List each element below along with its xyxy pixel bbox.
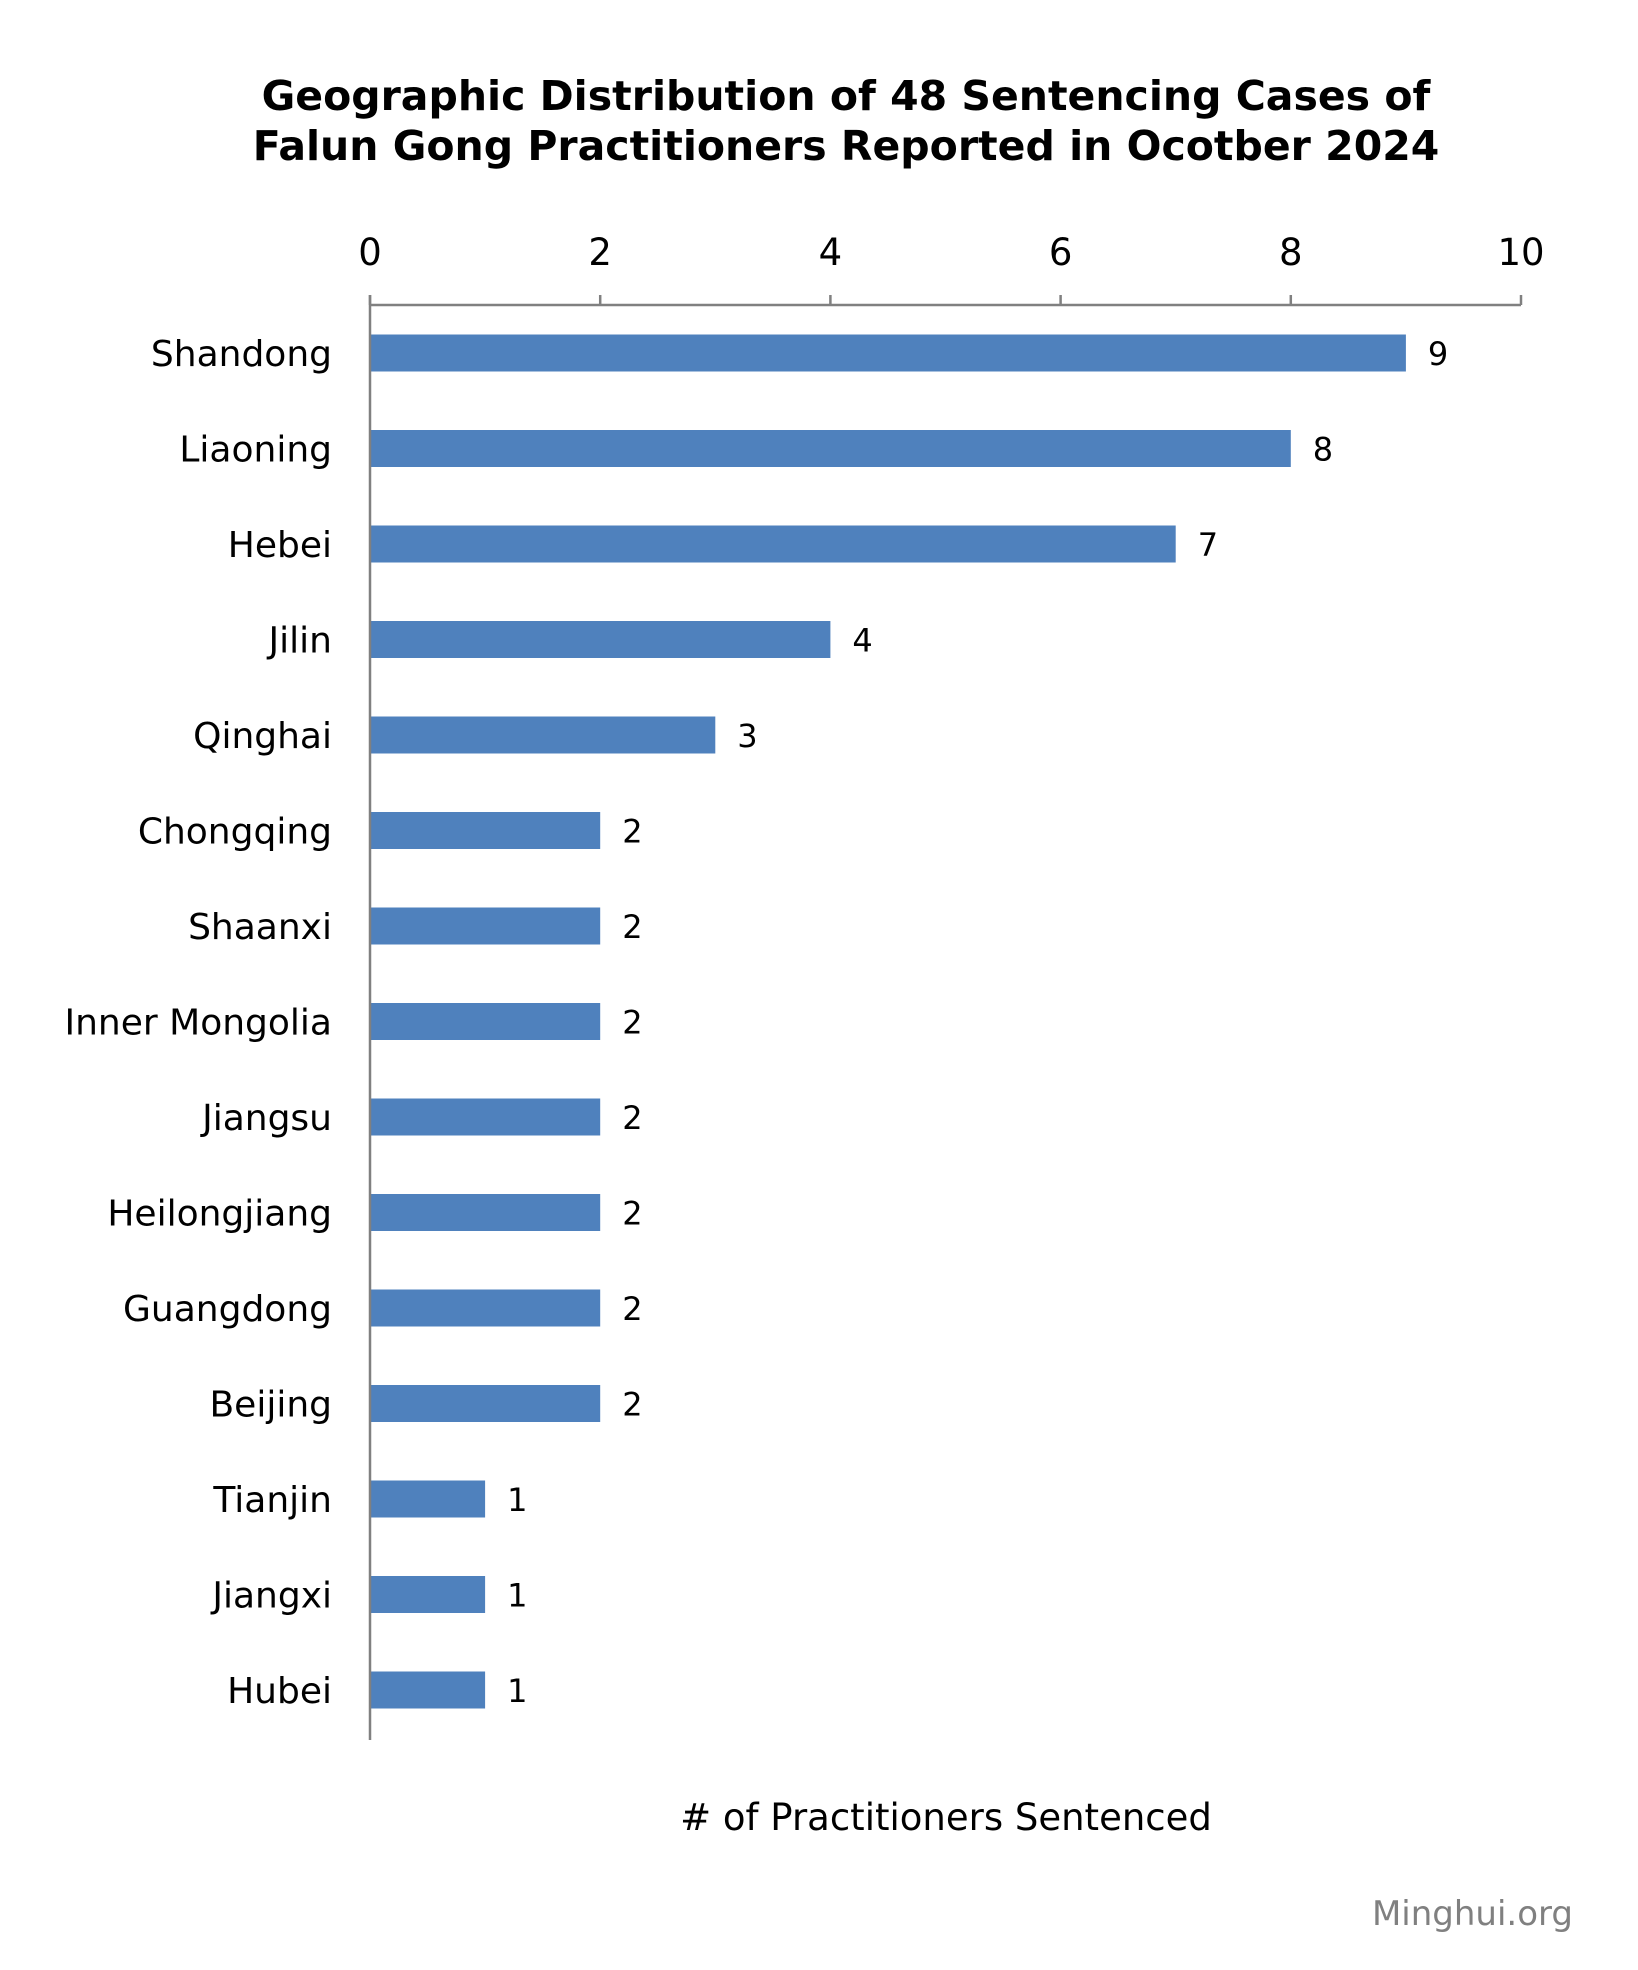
category-label: Hebei <box>228 525 332 566</box>
bar <box>371 812 601 849</box>
bar <box>371 1098 601 1136</box>
data-label: 1 <box>507 1577 527 1615</box>
data-label: 4 <box>852 622 872 660</box>
bar <box>371 1576 486 1613</box>
data-label: 2 <box>622 813 642 851</box>
category-label: Liaoning <box>179 430 332 471</box>
data-label: 9 <box>1428 335 1448 373</box>
bar <box>371 1194 601 1231</box>
x-axis: 0 2 4 6 8 10 <box>358 231 1545 1740</box>
bar <box>371 1385 601 1422</box>
category-label: Chongqing <box>138 812 332 853</box>
x-tick-label: 2 <box>588 231 612 274</box>
bar <box>371 334 1406 372</box>
data-label: 2 <box>622 908 642 946</box>
data-label: 2 <box>622 1195 642 1233</box>
chart-title-line-2: Falun Gong Practitioners Reported in Oco… <box>253 122 1440 170</box>
data-label: 1 <box>507 1672 527 1710</box>
source-watermark: Minghui.org <box>1372 1894 1573 1934</box>
bar <box>371 1480 486 1518</box>
data-label: 2 <box>622 1386 642 1424</box>
category-label: Shaanxi <box>188 907 332 948</box>
data-label: 3 <box>737 717 757 755</box>
x-tick-label: 8 <box>1279 231 1303 274</box>
bar <box>371 907 601 945</box>
data-label: 2 <box>622 1290 642 1328</box>
x-axis-title: # of Practitioners Sentenced <box>680 1796 1212 1839</box>
category-label: Jiangxi <box>210 1576 332 1617</box>
data-label: 8 <box>1313 431 1333 469</box>
x-tick-label: 0 <box>358 231 382 274</box>
data-label: 7 <box>1198 526 1218 564</box>
bar <box>371 1003 601 1040</box>
bar <box>371 430 1291 467</box>
data-label: 2 <box>622 1004 642 1042</box>
category-label: Hubei <box>227 1671 332 1712</box>
bar <box>371 1671 486 1709</box>
category-label: Qinghai <box>193 716 332 757</box>
chart-title-line-1: Geographic Distribution of 48 Sentencing… <box>262 72 1432 120</box>
x-tick-label: 6 <box>1049 231 1073 274</box>
category-label: Jiangsu <box>200 1098 332 1139</box>
bars-group: Shandong 9 Liaoning 8 Hebei 7 Jilin 4 Qinghai 3 Ch… <box>65 334 1449 1712</box>
bar <box>371 621 831 658</box>
category-label: Heilongjiang <box>107 1194 332 1235</box>
category-label: Inner Mongolia <box>65 1003 333 1044</box>
category-label: Beijing <box>209 1385 332 1426</box>
data-label: 1 <box>507 1481 527 1519</box>
category-label: Shandong <box>151 334 332 375</box>
category-label: Tianjin <box>212 1480 332 1521</box>
category-label: Jilin <box>267 621 332 662</box>
bar <box>371 525 1176 563</box>
bar <box>371 1289 601 1327</box>
data-label: 2 <box>622 1099 642 1137</box>
x-tick-label: 4 <box>819 231 843 274</box>
bar <box>371 716 716 754</box>
x-tick-label: 10 <box>1497 231 1544 274</box>
category-label: Guangdong <box>123 1289 332 1330</box>
